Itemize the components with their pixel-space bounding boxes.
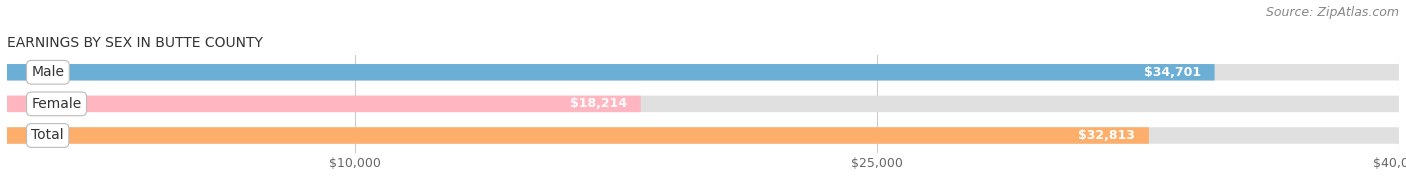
FancyBboxPatch shape <box>7 96 641 112</box>
Text: $18,214: $18,214 <box>569 97 627 110</box>
Text: $34,701: $34,701 <box>1143 66 1201 79</box>
FancyBboxPatch shape <box>7 96 1399 112</box>
FancyBboxPatch shape <box>7 127 1399 144</box>
Text: Female: Female <box>31 97 82 111</box>
FancyBboxPatch shape <box>7 64 1215 81</box>
FancyBboxPatch shape <box>7 64 1399 81</box>
Text: EARNINGS BY SEX IN BUTTE COUNTY: EARNINGS BY SEX IN BUTTE COUNTY <box>7 35 263 50</box>
Text: $32,813: $32,813 <box>1078 129 1135 142</box>
Text: Total: Total <box>31 129 65 142</box>
Text: Male: Male <box>31 65 65 79</box>
FancyBboxPatch shape <box>7 127 1149 144</box>
Text: Source: ZipAtlas.com: Source: ZipAtlas.com <box>1265 6 1399 19</box>
